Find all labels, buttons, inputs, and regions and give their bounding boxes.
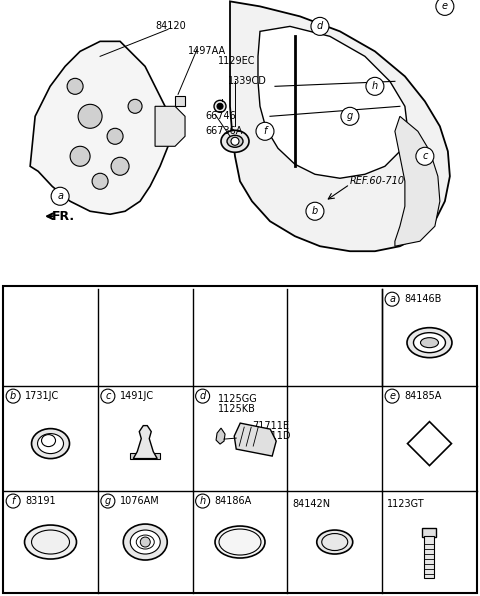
Circle shape (366, 77, 384, 95)
Text: 71711D: 71711D (252, 431, 291, 441)
Circle shape (341, 107, 359, 125)
Polygon shape (230, 1, 450, 252)
Circle shape (385, 389, 399, 403)
Bar (424, 536, 434, 578)
Circle shape (140, 537, 150, 547)
Circle shape (217, 103, 223, 109)
Ellipse shape (227, 135, 243, 147)
Ellipse shape (407, 328, 452, 358)
Ellipse shape (24, 525, 76, 559)
Text: c: c (422, 151, 428, 162)
Circle shape (385, 292, 399, 306)
Circle shape (128, 100, 142, 113)
Circle shape (111, 157, 129, 175)
Circle shape (416, 147, 434, 165)
Polygon shape (155, 106, 185, 146)
Text: 84142N: 84142N (292, 499, 331, 509)
Text: d: d (317, 21, 323, 32)
Polygon shape (234, 423, 276, 456)
Ellipse shape (317, 530, 353, 554)
Text: 66736A: 66736A (205, 126, 242, 136)
Text: 84186A: 84186A (215, 496, 252, 506)
Bar (405, 171, 435, 206)
Bar (422, 528, 436, 537)
Ellipse shape (215, 526, 265, 558)
Text: f: f (264, 126, 267, 136)
Text: d: d (200, 391, 206, 401)
Text: c: c (105, 391, 110, 401)
Ellipse shape (32, 429, 70, 458)
Text: FR.: FR. (52, 210, 75, 223)
Text: f: f (12, 496, 15, 506)
Text: h: h (200, 496, 206, 506)
Text: 71711E: 71711E (252, 421, 289, 431)
Text: 84185A: 84185A (404, 391, 442, 401)
Circle shape (107, 128, 123, 144)
Text: 83191: 83191 (25, 496, 56, 506)
Polygon shape (216, 428, 225, 444)
Circle shape (78, 104, 102, 128)
Circle shape (231, 137, 239, 145)
Ellipse shape (37, 434, 63, 454)
Text: g: g (105, 496, 111, 506)
Text: b: b (10, 391, 16, 401)
Circle shape (101, 389, 115, 403)
Circle shape (67, 78, 83, 94)
Text: 1339CD: 1339CD (228, 76, 267, 86)
Text: 1123GT: 1123GT (387, 499, 425, 509)
Circle shape (311, 17, 329, 35)
Text: 1076AM: 1076AM (120, 496, 160, 506)
Polygon shape (30, 41, 170, 214)
Circle shape (196, 389, 210, 403)
Ellipse shape (130, 530, 160, 554)
Circle shape (256, 122, 274, 140)
Polygon shape (395, 116, 440, 246)
Circle shape (51, 187, 69, 205)
Text: 1129EC: 1129EC (218, 57, 255, 66)
Text: 1125GG: 1125GG (217, 394, 257, 404)
Text: g: g (347, 111, 353, 122)
Polygon shape (133, 426, 157, 458)
Text: e: e (389, 391, 395, 401)
Circle shape (92, 173, 108, 190)
Text: 1497AA: 1497AA (188, 46, 226, 57)
Text: REF.60-710: REF.60-710 (350, 176, 405, 187)
Circle shape (436, 0, 454, 15)
Text: 1491JC: 1491JC (120, 391, 154, 401)
Ellipse shape (413, 333, 445, 353)
Text: 84120: 84120 (155, 21, 186, 32)
Ellipse shape (420, 338, 438, 347)
Polygon shape (258, 26, 408, 178)
Text: b: b (312, 206, 318, 216)
Circle shape (306, 202, 324, 221)
Ellipse shape (123, 524, 167, 560)
Ellipse shape (221, 131, 249, 153)
Bar (3, 286, 477, 593)
Text: 1731JC: 1731JC (25, 391, 60, 401)
Bar (130, 452, 160, 458)
Circle shape (196, 494, 210, 508)
Text: 84146B: 84146B (404, 294, 442, 304)
Circle shape (101, 494, 115, 508)
Polygon shape (175, 97, 185, 106)
Text: e: e (442, 1, 448, 11)
Circle shape (70, 146, 90, 166)
Text: 1125KB: 1125KB (217, 404, 255, 414)
Text: a: a (57, 191, 63, 201)
Text: h: h (372, 81, 378, 91)
Circle shape (6, 389, 20, 403)
Text: a: a (389, 294, 395, 304)
Text: 66746: 66746 (205, 111, 236, 122)
Circle shape (214, 100, 226, 112)
Circle shape (6, 494, 20, 508)
